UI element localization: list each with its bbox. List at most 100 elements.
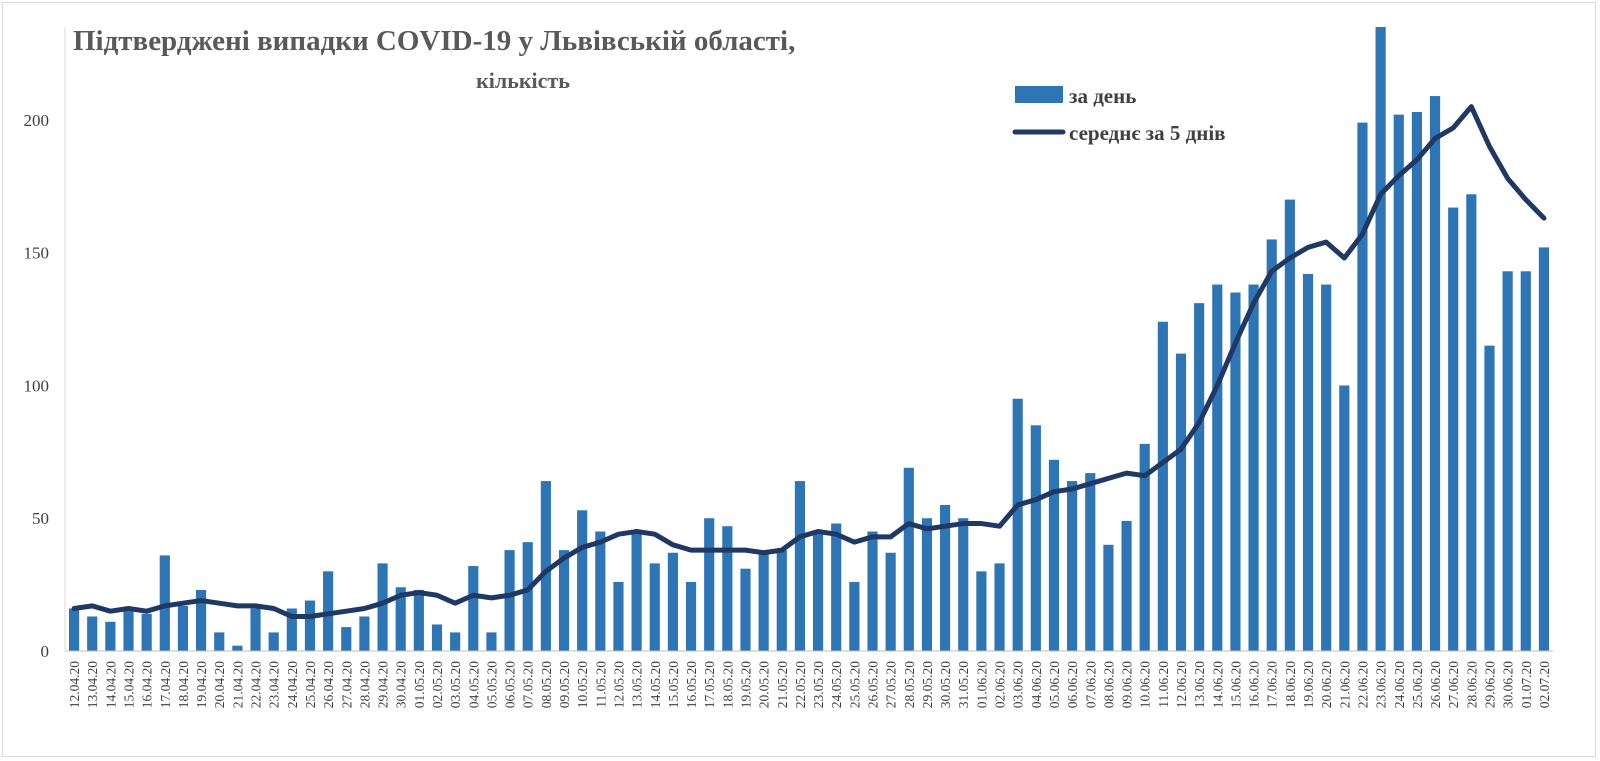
x-tick-label: 02.05.20: [430, 661, 445, 709]
x-tick-label: 12.06.20: [1174, 661, 1189, 709]
bar: [1012, 398, 1023, 651]
bar: [1484, 345, 1495, 651]
x-tick-label: 09.06.20: [1120, 661, 1135, 709]
x-tick-label: 27.06.20: [1446, 661, 1461, 709]
x-tick-label: 21.04.20: [230, 661, 245, 709]
bar: [504, 550, 515, 651]
bar: [1284, 199, 1295, 651]
bar: [540, 481, 551, 651]
x-tick-label: 14.05.20: [648, 661, 663, 709]
x-tick-label: 15.04.20: [122, 661, 137, 709]
x-tick-label: 26.05.20: [866, 661, 881, 709]
bar: [940, 504, 951, 651]
bar: [704, 518, 715, 651]
bar: [522, 542, 533, 651]
x-tick-label: 16.06.20: [1247, 661, 1262, 709]
legend-bar-label: за день: [1069, 84, 1136, 108]
bar: [1030, 425, 1041, 651]
bar: [450, 632, 461, 651]
legend: за день середнє за 5 днів: [1012, 84, 1226, 145]
x-tick-label: 24.05.20: [829, 661, 844, 709]
x-tick-label: 29.04.20: [376, 661, 391, 709]
x-axis-ticks: 12.04.20 13.04.20 14.04.20 15.04.20 16.04.20…: [67, 661, 1552, 709]
bar: [831, 523, 842, 651]
y-tick-label: 50: [32, 509, 49, 528]
legend-line-label: середнє за 5 днів: [1069, 121, 1226, 145]
x-tick-label: 28.05.20: [902, 661, 917, 709]
bar: [286, 608, 297, 651]
bar: [812, 534, 824, 651]
bar: [667, 552, 678, 651]
x-tick-label: 20.04.20: [212, 661, 227, 709]
bar: [921, 518, 933, 651]
bar: [849, 581, 860, 651]
x-tick-label: 25.06.20: [1410, 661, 1425, 709]
chart: Підтверджені випадки COVID-19 у Львівськ…: [24, 25, 1553, 709]
x-tick-label: 14.06.20: [1210, 661, 1225, 709]
x-tick-label: 29.06.20: [1482, 661, 1497, 709]
bar: [1520, 271, 1531, 651]
x-tick-label: 01.06.20: [974, 661, 989, 709]
bar: [1212, 284, 1223, 651]
x-tick-label: 26.06.20: [1428, 661, 1443, 709]
bar: [903, 467, 914, 651]
x-tick-label: 06.06.20: [1065, 661, 1080, 709]
bar: [1411, 111, 1422, 651]
x-tick-label: 21.06.20: [1337, 661, 1352, 709]
bar: [1248, 284, 1259, 651]
bar: [214, 632, 225, 651]
bar: [1466, 194, 1477, 652]
x-tick-label: 08.06.20: [1101, 661, 1116, 709]
bar: [323, 571, 334, 651]
bar: [341, 627, 352, 651]
bar: [141, 613, 152, 651]
y-tick-label: 200: [24, 111, 50, 130]
bar: [885, 552, 896, 651]
x-tick-label: 12.04.20: [67, 661, 82, 709]
y-tick-label: 100: [24, 376, 50, 395]
x-tick-label: 25.04.20: [303, 661, 318, 709]
x-tick-label: 15.06.20: [1228, 661, 1243, 709]
bar: [177, 605, 189, 651]
chart-subtitle: кількість: [476, 68, 570, 93]
x-tick-label: 13.06.20: [1192, 661, 1207, 709]
x-tick-label: 10.05.20: [575, 661, 590, 709]
x-tick-label: 12.05.20: [611, 661, 626, 709]
x-tick-label: 30.06.20: [1501, 661, 1516, 709]
x-tick-label: 02.06.20: [993, 661, 1008, 709]
x-tick-label: 03.06.20: [1011, 661, 1026, 709]
bar: [359, 616, 370, 651]
bar: [395, 587, 406, 651]
x-tick-label: 11.06.20: [1156, 661, 1171, 708]
x-tick-label: 22.04.20: [249, 661, 264, 709]
bar: [1085, 473, 1096, 651]
x-tick-label: 08.05.20: [539, 661, 554, 709]
bar: [1230, 292, 1241, 651]
x-tick-label: 16.04.20: [140, 661, 155, 709]
bar: [994, 563, 1005, 651]
x-tick-label: 16.05.20: [684, 661, 699, 709]
x-tick-label: 31.05.20: [956, 661, 971, 709]
bar-series: [68, 27, 1550, 652]
x-tick-label: 04.06.20: [1029, 661, 1044, 709]
bar: [649, 563, 660, 651]
bar: [776, 550, 787, 651]
x-tick-label: 05.06.20: [1047, 661, 1062, 709]
x-tick-label: 28.04.20: [357, 661, 372, 709]
bar: [159, 555, 170, 651]
y-tick-label: 150: [24, 244, 50, 263]
bar: [431, 624, 443, 651]
bar: [1121, 520, 1132, 651]
bar: [196, 589, 207, 651]
bar: [1302, 273, 1314, 651]
bar: [1448, 207, 1459, 651]
bar: [613, 581, 624, 651]
x-tick-label: 24.04.20: [285, 661, 300, 709]
x-tick-label: 19.06.20: [1301, 661, 1316, 709]
x-tick-label: 30.05.20: [938, 661, 953, 709]
x-tick-label: 22.06.20: [1355, 661, 1370, 709]
x-tick-label: 29.05.20: [920, 661, 935, 709]
bar: [1357, 122, 1368, 651]
bar: [1157, 321, 1168, 651]
